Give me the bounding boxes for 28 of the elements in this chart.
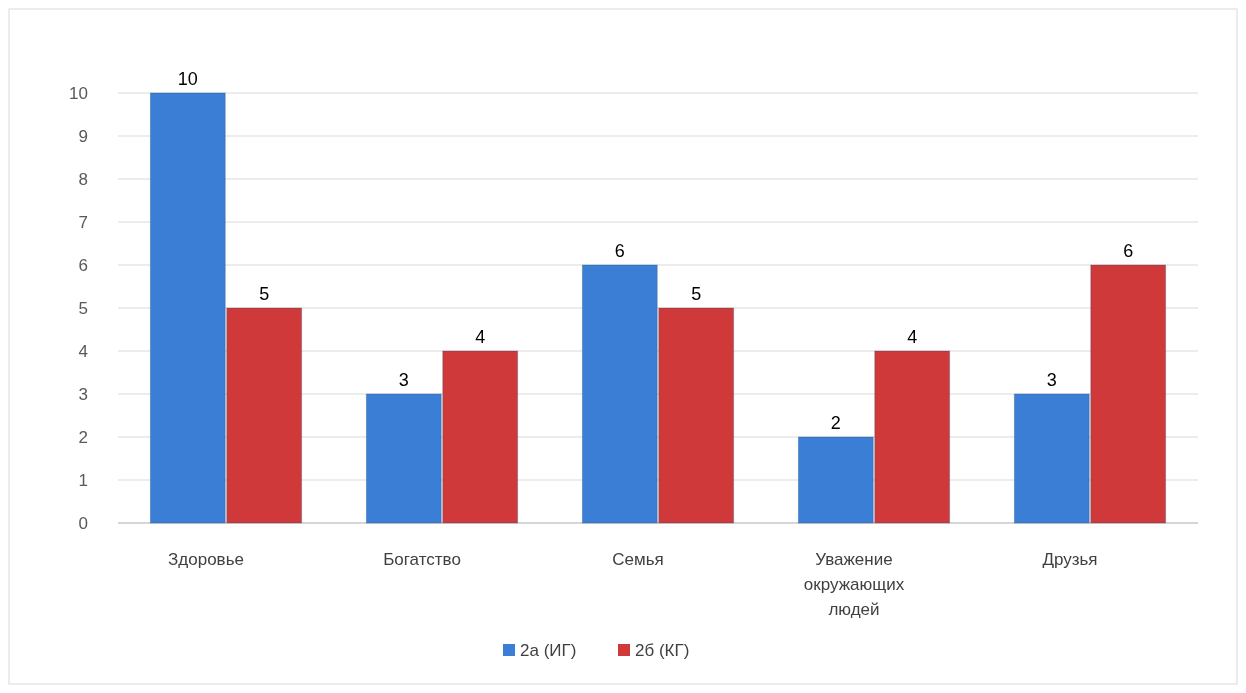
x-tick-label: Здоровье (168, 550, 244, 569)
y-tick-label: 8 (78, 169, 88, 189)
x-tick-label: Семья (612, 550, 664, 569)
data-label: 3 (1046, 370, 1057, 390)
data-label: 6 (614, 241, 625, 261)
y-tick-label: 4 (78, 341, 88, 361)
y-tick-label: 1 (78, 470, 88, 490)
x-tick-label: Друзья (1042, 550, 1098, 569)
x-tick-label: Богатство (383, 550, 461, 569)
y-tick-label: 7 (78, 212, 88, 232)
legend-label: 2а (ИГ) (520, 640, 577, 660)
y-tick-label: 9 (78, 126, 88, 146)
data-label: 5 (691, 284, 702, 304)
y-tick-label: 10 (69, 83, 88, 103)
y-tick-label: 3 (78, 384, 88, 404)
data-label: 3 (398, 370, 409, 390)
data-label: 4 (907, 327, 918, 347)
legend-label: 2б (КГ) (635, 640, 690, 660)
data-label: 4 (475, 327, 486, 347)
data-label: 2 (830, 413, 841, 433)
y-tick-label: 6 (78, 255, 88, 275)
y-tick-label: 2 (78, 427, 88, 447)
data-label: 10 (177, 69, 198, 89)
data-label: 6 (1123, 241, 1134, 261)
y-tick-label: 0 (78, 513, 88, 533)
data-label: 5 (259, 284, 270, 304)
x-tick-label: Уважение окружающих людей (803, 550, 905, 619)
y-tick-label: 5 (78, 298, 88, 318)
